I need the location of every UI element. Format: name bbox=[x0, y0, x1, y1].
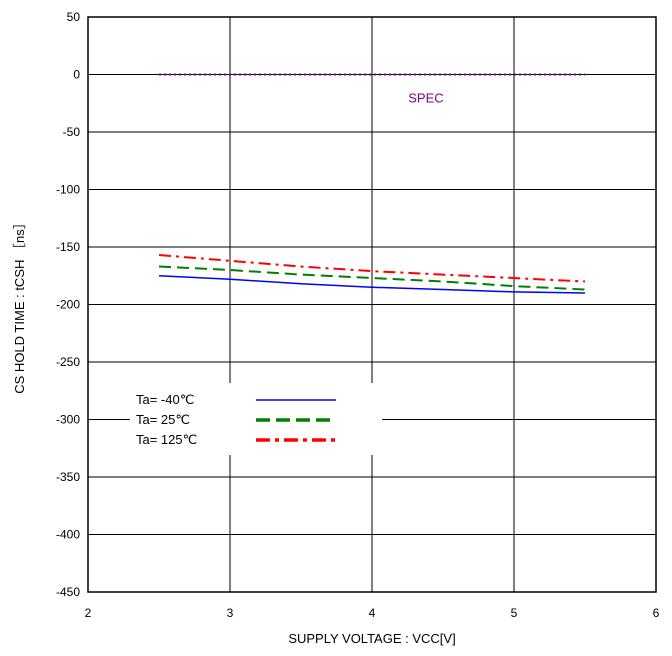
legend-label: Ta= -40℃ bbox=[136, 392, 194, 407]
x-tick-label: 3 bbox=[227, 606, 234, 620]
plot-area bbox=[87, 16, 657, 593]
x-tick-label: 6 bbox=[653, 606, 660, 620]
legend: Ta= -40℃ Ta= 25℃ Ta= 125℃ bbox=[130, 383, 382, 455]
grid-lines bbox=[87, 16, 657, 593]
y-tick-label: 50 bbox=[67, 10, 81, 24]
x-tick-label: 4 bbox=[369, 606, 376, 620]
y-axis-title: CS HOLD TIME : tCSH ［ns］ bbox=[12, 216, 27, 393]
series-layer: SPEC bbox=[158, 73, 586, 294]
y-tick-label: -400 bbox=[56, 528, 80, 542]
legend-label: Ta= 25℃ bbox=[136, 412, 190, 427]
series-line-1 bbox=[158, 275, 586, 294]
y-tick-label: -150 bbox=[56, 240, 80, 254]
x-axis-title: SUPPLY VOLTAGE : VCC[V] bbox=[288, 631, 455, 646]
legend-label: Ta= 125℃ bbox=[136, 432, 197, 447]
y-tick-label: -450 bbox=[56, 585, 80, 599]
y-tick-label: -50 bbox=[63, 125, 81, 139]
y-tick-label: -250 bbox=[56, 355, 80, 369]
x-tick-label: 2 bbox=[85, 606, 92, 620]
y-tick-label: -300 bbox=[56, 413, 80, 427]
y-tick-label: -350 bbox=[56, 470, 80, 484]
series-line-3 bbox=[158, 254, 586, 283]
x-tick-label: 5 bbox=[511, 606, 518, 620]
spec-label: SPEC bbox=[408, 91, 443, 106]
y-tick-label: -100 bbox=[56, 183, 80, 197]
tick-labels: 50 0 -50 -100 -150 -200 -250 -300 -350 -400 -450 2 3… bbox=[56, 10, 660, 620]
y-tick-label: -200 bbox=[56, 298, 80, 312]
y-tick-label: 0 bbox=[73, 68, 80, 82]
